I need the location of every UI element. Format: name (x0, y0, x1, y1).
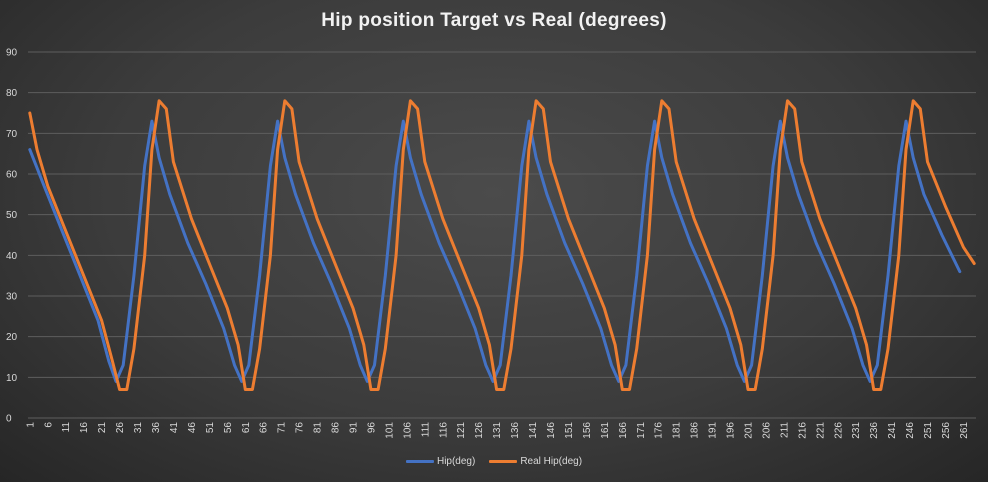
x-tick-label: 116 (438, 422, 449, 438)
legend-swatch-real-hip (489, 460, 518, 463)
y-tick-label: 60 (6, 170, 18, 181)
x-tick-label: 261 (959, 422, 970, 439)
x-tick-label: 206 (761, 422, 772, 439)
legend-item-real-hip: Real Hip(deg) (489, 456, 582, 467)
x-tick-label: 131 (492, 422, 503, 439)
x-tick-label: 146 (546, 422, 557, 439)
x-tick-label: 236 (869, 422, 880, 439)
x-tick-label: 111 (420, 422, 431, 438)
legend-swatch-hip (405, 460, 434, 463)
x-tick-label: 86 (331, 422, 342, 434)
x-tick-label: 171 (636, 422, 647, 439)
x-tick-label: 251 (923, 422, 934, 439)
x-tick-label: 141 (528, 422, 539, 439)
x-tick-label: 81 (313, 422, 324, 434)
x-tick-label: 61 (241, 422, 252, 434)
x-tick-label: 91 (348, 422, 359, 434)
x-tick-label: 156 (582, 422, 593, 439)
x-tick-label: 136 (510, 422, 521, 439)
legend: Hip(deg) Real Hip(deg) (0, 456, 988, 467)
y-tick-label: 20 (6, 332, 18, 343)
x-tick-label: 241 (887, 422, 898, 439)
x-tick-label: 11 (61, 422, 72, 433)
y-tick-label: 0 (6, 414, 12, 425)
x-tick-label: 121 (456, 422, 467, 439)
legend-label-real-hip: Real Hip(deg) (520, 456, 583, 467)
series-line-hip (28, 119, 962, 383)
series-line-real-hip (28, 99, 976, 391)
x-tick-label: 256 (941, 422, 952, 439)
x-tick-label: 231 (851, 422, 862, 439)
y-tick-label: 50 (6, 210, 18, 221)
x-tick-label: 216 (797, 422, 808, 439)
x-tick-label: 66 (259, 422, 270, 434)
x-tick-label: 71 (277, 422, 288, 434)
x-tick-label: 211 (779, 422, 790, 438)
x-tick-label: 181 (672, 422, 683, 439)
x-tick-label: 26 (115, 422, 126, 434)
x-tick-label: 51 (205, 422, 216, 434)
x-tick-label: 21 (97, 422, 108, 434)
x-tick-label: 191 (708, 422, 719, 439)
x-tick-label: 176 (654, 422, 665, 439)
x-tick-label: 106 (402, 422, 413, 439)
legend-item-hip: Hip(deg) (405, 456, 476, 467)
y-tick-label: 40 (6, 251, 18, 262)
x-tick-label: 31 (133, 422, 144, 434)
x-tick-label: 101 (384, 422, 395, 439)
chart-title: Hip position Target vs Real (degrees) (321, 10, 667, 31)
x-tick-label: 56 (223, 422, 234, 434)
x-tick-label: 221 (815, 422, 826, 439)
x-tick-label: 196 (726, 422, 737, 439)
x-tick-label: 16 (79, 422, 90, 434)
y-tick-label: 30 (6, 292, 18, 303)
x-tick-label: 166 (618, 422, 629, 439)
x-tick-label: 126 (474, 422, 485, 439)
x-tick-label: 36 (151, 422, 162, 434)
x-tick-label: 96 (366, 422, 377, 434)
x-tick-label: 41 (169, 422, 180, 434)
y-tick-label: 70 (6, 129, 18, 140)
x-tick-label: 76 (295, 422, 306, 434)
x-tick-label: 226 (833, 422, 844, 439)
y-tick-label: 90 (6, 48, 18, 59)
y-tick-label: 10 (6, 373, 18, 384)
x-tick-label: 161 (600, 422, 611, 439)
x-tick-label: 201 (743, 422, 754, 439)
y-tick-label: 80 (6, 88, 18, 99)
x-tick-label: 151 (564, 422, 575, 439)
legend-label-hip: Hip(deg) (436, 456, 476, 467)
x-tick-label: 246 (905, 422, 916, 439)
x-tick-label: 186 (690, 422, 701, 439)
x-tick-label: 6 (43, 422, 54, 428)
x-tick-label: 46 (187, 422, 198, 434)
x-tick-label: 1 (25, 422, 36, 428)
